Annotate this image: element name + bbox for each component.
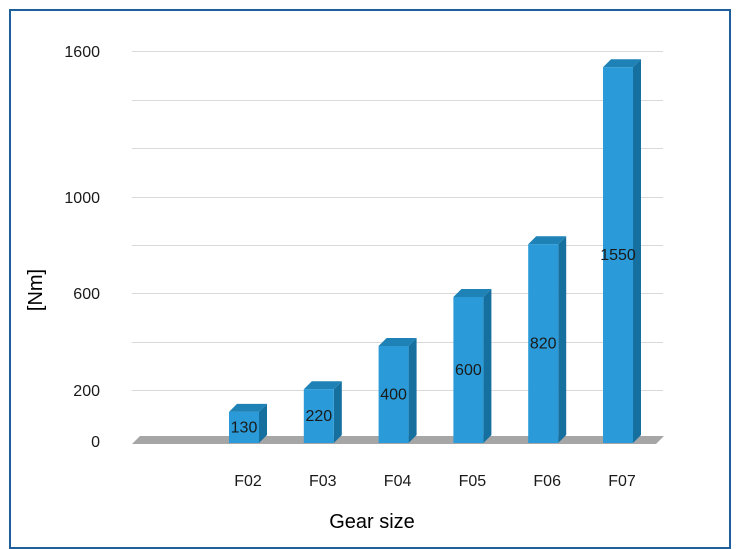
y-tick-label: 0 [91, 434, 100, 451]
bar-f06 [528, 236, 567, 443]
gridlines [132, 51, 663, 391]
y-tick-label: 200 [73, 383, 100, 400]
bar-top-face [303, 381, 342, 390]
x-axis-title: Gear size [329, 511, 415, 533]
bar-front-face [303, 389, 334, 443]
bar-side-face [259, 403, 267, 443]
bar-top-face [378, 338, 417, 346]
y-tick-label: 1000 [64, 190, 100, 207]
bar-f03 [303, 381, 342, 443]
data-label: 220 [305, 408, 332, 425]
bar-f07 [603, 59, 641, 443]
bar-side-face [633, 59, 641, 443]
bar-top-face [528, 236, 567, 245]
bar-f04 [378, 338, 417, 443]
x-tick-label: F07 [608, 473, 636, 490]
y-tick-label: 600 [73, 286, 100, 303]
bar-front-face [378, 346, 409, 443]
bar-front-face [453, 297, 484, 443]
y-axis-title: [Nm] [25, 269, 47, 311]
bar-top-face [229, 403, 267, 412]
bar-front-face [528, 244, 559, 443]
x-tick-label: F04 [384, 473, 412, 490]
bar-top-face [603, 59, 641, 68]
data-label: 400 [380, 387, 407, 404]
y-axis-ticks: 0 200 600 1000 1600 [64, 44, 100, 451]
bar-side-face [483, 289, 492, 443]
bar-f02 [229, 403, 267, 443]
data-label: 820 [530, 336, 557, 353]
bar-front-face [603, 67, 633, 443]
y-tick-label: 1600 [64, 44, 100, 61]
data-label: 600 [455, 362, 482, 379]
bar-f05 [453, 289, 492, 443]
data-labels: 130 220 400 600 820 1550 [231, 247, 636, 436]
x-tick-label: F02 [234, 473, 262, 490]
bar-chart: 0 200 600 1000 1600 F02 F03 F04 F05 F06 F07 130 22… [25, 44, 664, 533]
bar-side-face [408, 338, 417, 443]
bar-side-face [333, 381, 342, 443]
x-tick-label: F05 [459, 473, 487, 490]
bar-side-face [558, 236, 567, 443]
bar-front-face [229, 411, 259, 443]
x-tick-label: F06 [533, 473, 561, 490]
x-tick-label: F03 [309, 473, 337, 490]
bar-top-face [453, 289, 492, 297]
bars [229, 59, 641, 443]
x-axis-categories: F02 F03 F04 F05 F06 F07 [234, 473, 636, 490]
data-label: 1550 [600, 247, 636, 264]
data-label: 130 [231, 419, 258, 436]
